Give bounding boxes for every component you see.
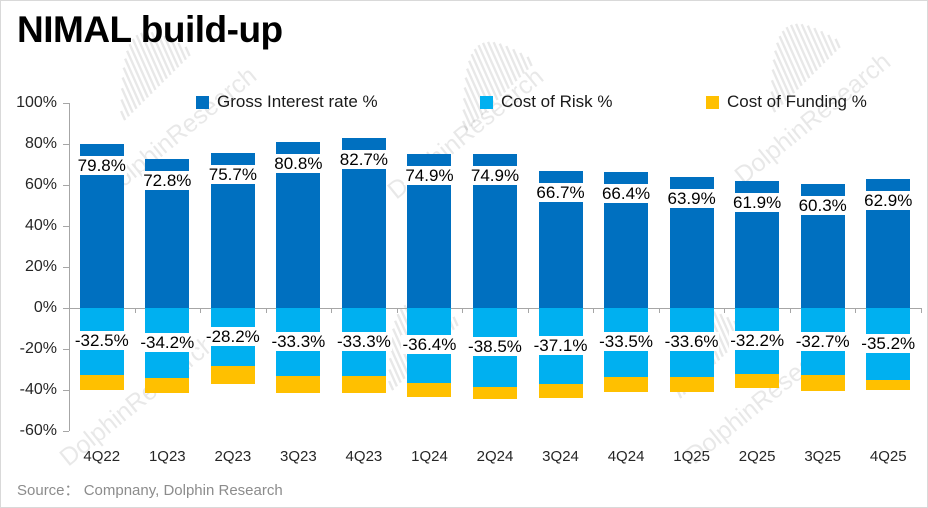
x-axis-category-label: 2Q25 — [738, 448, 776, 465]
x-axis-tickmark — [200, 308, 202, 313]
y-axis-tickmark — [63, 390, 69, 391]
data-label-gross-interest: 60.3% — [797, 196, 848, 216]
x-axis-tickmark — [69, 308, 70, 313]
x-axis-category-label: 1Q23 — [148, 448, 186, 465]
data-label-gross-interest: 79.8% — [76, 156, 127, 176]
legend-swatch-icon — [480, 95, 493, 109]
y-axis-tick-label: 100% — [16, 94, 57, 111]
data-label-gross-interest: 75.7% — [207, 164, 258, 184]
x-axis-tickmark — [658, 308, 660, 313]
x-axis-category-label: 4Q24 — [607, 448, 645, 465]
data-label-gross-interest: 66.7% — [535, 183, 586, 203]
y-axis-tick-label: 20% — [24, 258, 57, 275]
data-label-gross-interest: 66.4% — [600, 183, 652, 203]
x-axis-tickmark — [920, 308, 922, 313]
legend-label: Cost of Risk % — [501, 92, 613, 111]
bar-segment-cost-of-funding — [276, 376, 321, 393]
y-axis-tick-label: -60% — [19, 422, 57, 439]
y-axis-tickmark — [63, 349, 69, 350]
data-label-gross-interest: 62.9% — [863, 191, 914, 211]
bar-segment-cost-of-funding — [145, 378, 190, 394]
x-axis-tickmark — [593, 308, 595, 313]
y-axis-tick-label: 80% — [24, 135, 57, 152]
x-axis-tickmark — [462, 308, 464, 313]
y-axis-tickmark — [63, 431, 69, 432]
x-axis-category-label: 4Q22 — [83, 448, 121, 465]
x-axis-tickmark — [855, 308, 857, 313]
x-axis-category-label: 3Q24 — [542, 448, 579, 465]
x-axis-category-label: 1Q25 — [673, 448, 710, 465]
x-axis-tickmark — [789, 308, 791, 313]
data-label-gross-interest: 74.9% — [469, 166, 521, 186]
bar-segment-cost-of-funding — [472, 386, 517, 400]
data-label-gross-interest: 72.8% — [142, 170, 193, 190]
page-title: NIMAL build-up — [17, 9, 283, 50]
y-axis-line — [69, 103, 70, 431]
bar-segment-cost-of-funding — [669, 376, 714, 393]
y-axis-tickmark — [63, 103, 69, 104]
data-label-gross-interest: 74.9% — [404, 166, 455, 186]
data-label-cost-of-risk: -33.3% — [270, 332, 327, 352]
bar-segment-cost-of-funding — [604, 376, 649, 393]
data-label-cost-of-risk: -36.4% — [401, 335, 458, 355]
source-note: Source： Compnany, Dolphin Research — [17, 482, 283, 499]
bar-segment-cost-of-funding — [800, 375, 845, 392]
legend-label: Gross Interest rate % — [217, 92, 378, 111]
data-label-cost-of-risk: -32.2% — [729, 331, 786, 350]
y-axis-tickmark — [63, 144, 69, 145]
x-axis-category-label: 4Q25 — [869, 448, 907, 465]
legend-item-gross-interest-rate-: Gross Interest rate % — [196, 92, 378, 112]
y-axis-tickmark — [63, 226, 69, 227]
y-axis-tick-label: -20% — [19, 340, 57, 357]
x-axis-tickmark — [331, 308, 333, 313]
data-label-cost-of-risk: -33.3% — [335, 332, 392, 352]
x-axis-tickmark — [396, 308, 398, 313]
data-label-cost-of-risk: -32.7% — [794, 331, 851, 351]
x-axis-tickmark — [134, 308, 136, 313]
bar-segment-cost-of-funding — [79, 374, 124, 390]
data-label-cost-of-risk: -33.6% — [663, 332, 720, 352]
bar-segment-cost-of-funding — [407, 382, 452, 397]
data-label-gross-interest: 63.9% — [666, 189, 717, 208]
bar-segment-cost-of-funding — [538, 384, 583, 399]
x-axis-category-label: 3Q25 — [804, 448, 842, 465]
x-axis-tickmark — [527, 308, 529, 313]
y-axis-tickmark — [63, 267, 69, 268]
bar-segment-cost-of-funding — [866, 380, 911, 391]
data-label-cost-of-risk: -33.5% — [598, 332, 654, 352]
x-axis-category-label: 4Q23 — [345, 448, 383, 465]
legend-item-cost-of-funding-: Cost of Funding % — [706, 92, 867, 112]
legend-swatch-icon — [706, 95, 719, 109]
data-label-gross-interest: 61.9% — [732, 193, 783, 213]
data-label-cost-of-risk: -34.2% — [139, 333, 196, 353]
data-label-cost-of-risk: -35.2% — [860, 334, 917, 354]
data-label-cost-of-risk: -37.1% — [532, 336, 589, 356]
x-axis-category-label: 3Q23 — [280, 448, 317, 465]
x-axis-category-label: 2Q24 — [476, 448, 514, 465]
y-axis-tickmark — [63, 308, 69, 309]
bar-segment-cost-of-funding — [341, 376, 386, 393]
legend-swatch-icon — [196, 95, 209, 109]
y-axis-tick-label: 0% — [33, 299, 57, 316]
bar-segment-cost-of-funding — [735, 374, 780, 389]
bar-segment-cost-of-funding — [210, 365, 255, 385]
x-axis-tickmark — [724, 308, 726, 313]
y-axis-tick-label: 40% — [24, 217, 57, 234]
legend-label: Cost of Funding % — [727, 92, 867, 111]
data-label-cost-of-risk: -38.5% — [467, 337, 523, 357]
data-label-cost-of-risk: -28.2% — [204, 326, 261, 346]
x-axis-tickmark — [265, 308, 267, 313]
legend-item-cost-of-risk-: Cost of Risk % — [480, 92, 612, 112]
x-axis-category-label: 2Q23 — [214, 448, 252, 465]
data-label-gross-interest: 82.7% — [338, 150, 390, 170]
x-axis-category-label: 1Q24 — [411, 448, 448, 465]
y-axis-tickmark — [63, 185, 69, 186]
y-axis-tick-label: -40% — [19, 381, 57, 398]
data-label-gross-interest: 80.8% — [273, 154, 324, 174]
y-axis-tick-label: 60% — [24, 176, 57, 193]
data-label-cost-of-risk: -32.5% — [73, 331, 130, 351]
